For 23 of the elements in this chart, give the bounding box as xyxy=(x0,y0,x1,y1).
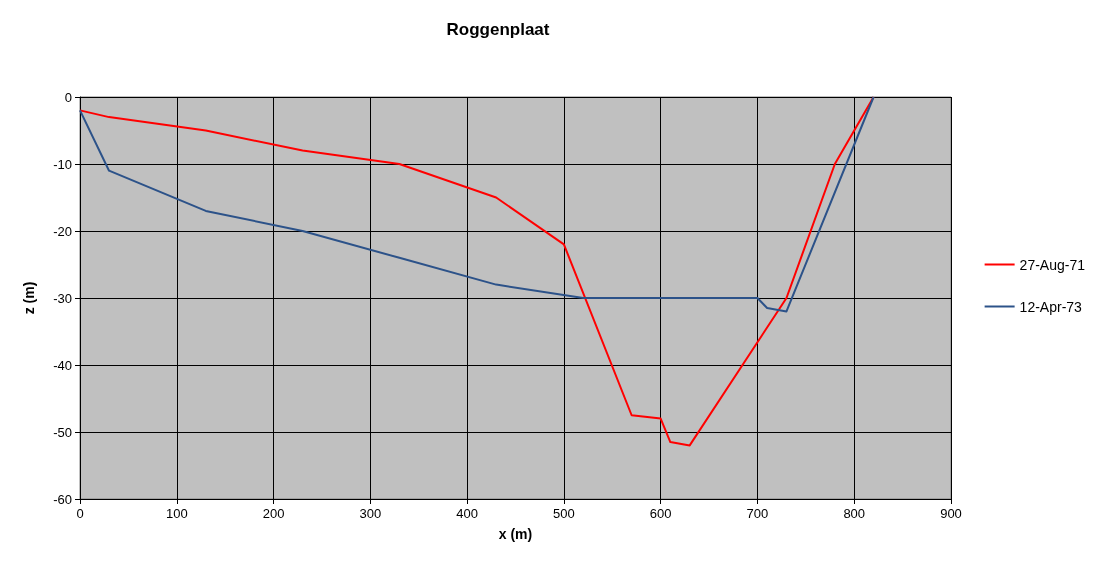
y-tick-label: -10 xyxy=(53,156,72,172)
x-tick-label: 900 xyxy=(940,506,962,521)
chart-title: Roggenplaat xyxy=(446,20,550,39)
x-tick-label: 500 xyxy=(553,506,575,521)
x-tick-label: 700 xyxy=(746,506,769,521)
x-tick-label: 800 xyxy=(843,506,866,521)
x-axis-title: x (m) xyxy=(498,526,533,542)
x-tick-label: 200 xyxy=(262,506,285,521)
legend-label: 27-Aug-71 xyxy=(1019,256,1086,273)
y-tick-label: -40 xyxy=(53,357,72,373)
legend-label: 12-Apr-73 xyxy=(1019,298,1083,315)
x-tick-label: 0 xyxy=(76,506,84,521)
y-tick-label: -60 xyxy=(53,491,72,507)
line-series xyxy=(79,96,875,313)
y-tick-label: -30 xyxy=(53,290,72,306)
y-tick-label: -50 xyxy=(53,424,72,440)
x-tick-label: 100 xyxy=(165,506,188,521)
y-tick-label: 0 xyxy=(64,89,72,105)
y-axis-title: z (m) xyxy=(21,281,37,315)
x-tick-label: 300 xyxy=(359,506,382,521)
x-tick-label: 600 xyxy=(649,506,672,521)
x-tick-label: 400 xyxy=(456,506,478,521)
y-tick-label: -20 xyxy=(53,223,72,239)
